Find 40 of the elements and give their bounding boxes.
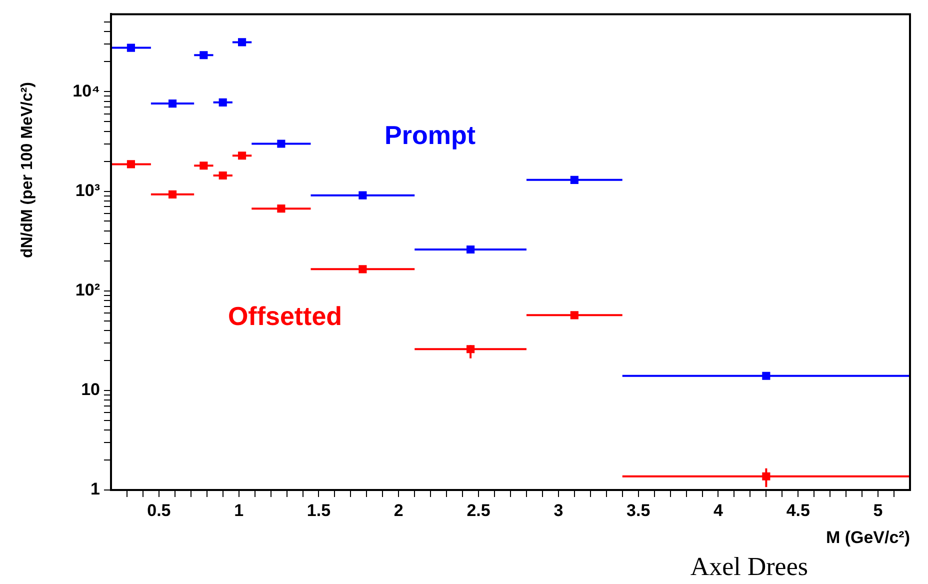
point bbox=[200, 51, 208, 60]
x-tick-label: 5 bbox=[873, 500, 883, 520]
x-tick-label: 2 bbox=[394, 500, 404, 520]
x-tick-label: 1.5 bbox=[306, 500, 331, 520]
point bbox=[218, 98, 227, 106]
point bbox=[466, 245, 475, 254]
x-tick-label: 2.5 bbox=[466, 500, 490, 520]
x-tick-label: 4.5 bbox=[786, 500, 810, 520]
point bbox=[358, 265, 367, 274]
point bbox=[277, 140, 286, 148]
x-tick-label: 3 bbox=[554, 500, 564, 520]
point bbox=[358, 191, 367, 200]
point bbox=[218, 171, 227, 180]
x-tick-label: 3.5 bbox=[626, 500, 650, 520]
point bbox=[466, 345, 475, 354]
y-tick-label: 1 bbox=[90, 480, 100, 499]
y-axis-title: dN/dM (per 100 MeV/c²) bbox=[19, 82, 37, 258]
point bbox=[762, 472, 770, 480]
point bbox=[762, 372, 770, 380]
x-axis-title: M (GeV/c²) bbox=[826, 528, 910, 548]
x-tick-label: 0.5 bbox=[147, 500, 171, 520]
series-label: Offsetted bbox=[228, 301, 342, 332]
point bbox=[168, 100, 177, 108]
series-label: Prompt bbox=[384, 120, 476, 150]
point bbox=[238, 152, 246, 160]
y-tick-label: 10⁴ bbox=[72, 81, 100, 100]
x-tick-label: 1 bbox=[234, 500, 244, 520]
point bbox=[238, 38, 246, 46]
point bbox=[277, 204, 286, 213]
y-tick-label: 10³ bbox=[75, 180, 100, 200]
point bbox=[126, 160, 136, 168]
point bbox=[570, 176, 578, 184]
point bbox=[126, 44, 136, 52]
point bbox=[570, 311, 578, 320]
x-tick-label: 4 bbox=[714, 500, 724, 520]
y-tick-label: 10² bbox=[75, 280, 100, 300]
y-tick-label: 10 bbox=[81, 380, 100, 400]
point bbox=[168, 190, 177, 198]
text: Axel Drees bbox=[690, 552, 808, 582]
point bbox=[200, 162, 208, 170]
